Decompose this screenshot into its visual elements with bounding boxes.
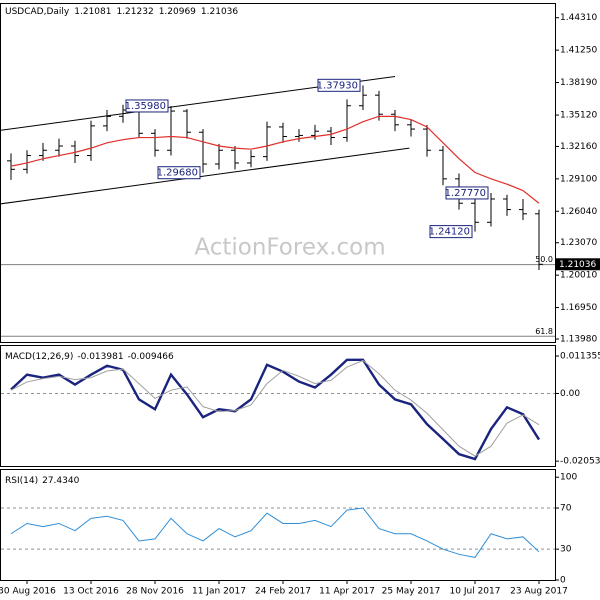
x-tick-label: 25 May 2017	[382, 587, 441, 597]
symbol: USDCAD,Daily	[5, 7, 70, 17]
x-tick-label: 23 Aug 2017	[510, 587, 568, 597]
indicator-line	[10, 359, 540, 457]
y-tick-label: 1.20010	[560, 271, 597, 281]
watermark: ActionForex.com	[194, 235, 385, 261]
x-tick-label: 10 Jul 2017	[450, 587, 501, 597]
indicator-line	[10, 358, 541, 461]
x-tick-label: 11 Jan 2017	[192, 587, 246, 597]
price-annotation-box	[157, 166, 201, 180]
y-tick-label: 100	[560, 473, 577, 483]
quote-close: 1.21036	[201, 7, 238, 17]
x-tick-label: 30 Aug 2016	[0, 587, 56, 597]
chart-header: USDCAD,Daily 1.21081 1.21232 1.20969 1.21036	[5, 7, 238, 17]
indicator-line	[10, 507, 540, 558]
current-price-box	[556, 258, 600, 271]
indicator-value: -0.009466	[128, 352, 174, 362]
current-price: 1.21036	[559, 260, 596, 270]
price-annotation: 1.35980	[125, 101, 166, 112]
rsi-pane	[0, 469, 556, 581]
indicator-title: MACD(12,26,9)	[5, 352, 73, 362]
macd-pane	[0, 345, 556, 467]
y-tick-label: 1.23070	[560, 238, 597, 248]
indicator-title: RSI(14)	[5, 476, 38, 486]
y-tick-label: 1.41250	[560, 46, 597, 56]
x-tick-label: 28 Nov 2016	[126, 587, 184, 597]
quote-high: 1.21232	[116, 7, 153, 17]
y-tick-label: 1.35120	[560, 111, 597, 121]
price-annotation: 1.24120	[429, 227, 470, 238]
price-annotation: 1.29680	[157, 168, 198, 179]
x-tick-label: 11 Apr 2017	[319, 587, 375, 597]
y-tick-label: 1.16950	[560, 303, 597, 313]
y-tick-label: 1.29100	[560, 174, 597, 184]
y-tick-label: 1.32160	[560, 142, 597, 152]
quote-low: 1.20969	[159, 7, 196, 17]
y-tick-label: 70	[560, 504, 572, 514]
fib-label: 61.8	[535, 327, 553, 336]
y-tick-label: 0	[560, 576, 566, 586]
indicator-value: 27.4340	[42, 476, 79, 486]
y-tick-label: 1.13980	[560, 335, 597, 345]
price-pane	[0, 3, 556, 343]
price-annotation-box	[429, 225, 473, 239]
y-tick-label: 30	[560, 545, 572, 555]
price-annotation: 1.37930	[317, 80, 358, 91]
trend-line	[0, 147, 410, 205]
indicator-header: MACD(12,26,9) -0.013981 -0.009466	[5, 352, 174, 362]
fib-label: 50.0	[535, 255, 553, 264]
y-tick-label: 1.44310	[560, 13, 597, 23]
moving-average	[10, 115, 540, 204]
y-tick-label: 1.38190	[560, 78, 597, 88]
y-tick-label: 1.26040	[560, 207, 597, 217]
x-tick-label: 13 Oct 2016	[63, 587, 119, 597]
indicator-header: RSI(14) 27.4340	[5, 476, 80, 486]
price-annotation-box	[125, 99, 169, 113]
price-annotation: 1.27770	[445, 188, 486, 199]
price-annotation-box	[317, 78, 361, 92]
x-tick-label: 24 Feb 2017	[255, 587, 311, 597]
y-tick-label: -0.020531	[560, 457, 600, 467]
quote-open: 1.21081	[74, 7, 111, 17]
price-annotation-box	[445, 186, 489, 200]
y-tick-label: 0.011355	[560, 352, 600, 362]
indicator-value: -0.013981	[77, 352, 123, 362]
y-tick-label: 0.00	[560, 389, 580, 399]
